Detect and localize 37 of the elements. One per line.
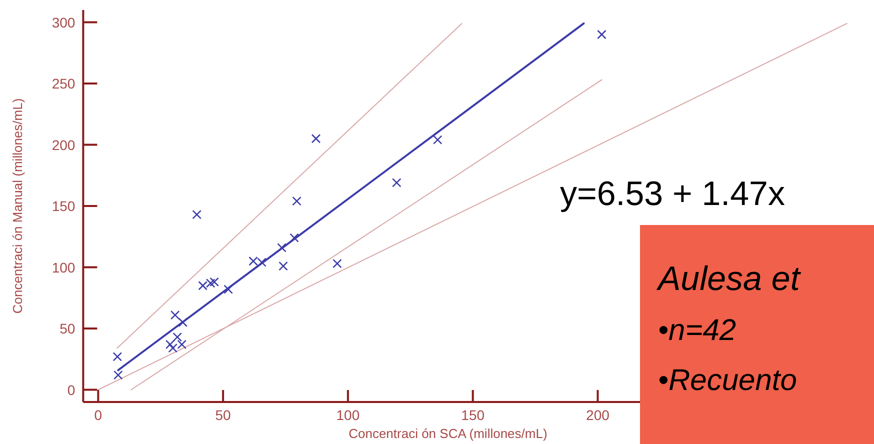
point [224,284,233,294]
point [210,277,219,287]
point [172,332,182,342]
point [178,318,188,328]
x-tick-label: 50 [215,407,232,423]
y-tick-label: 100 [52,259,76,276]
y-tick-label: 300 [52,14,76,30]
annotation: •Recuento [658,364,797,397]
point [168,343,178,353]
point [292,196,302,206]
x-tick-label: 0 [94,407,102,423]
point [177,340,186,350]
x-axis-title: Concentraci ón SCA (millones/mL) [348,426,548,441]
y-tick-label: 0 [67,382,76,398]
annotation: Aulesa et [656,260,802,298]
x-tick-label: 150 [461,407,485,423]
point [332,258,342,268]
point [170,310,180,320]
point [165,340,175,350]
y-tick-label: 50 [60,320,76,336]
x-tick-label: 200 [586,407,610,423]
y-tick-label: 150 [52,198,76,214]
point [311,134,321,144]
point [278,261,288,271]
y-axis-title: Concentraci ón Manual (millones/mL) [10,98,25,314]
point [192,210,202,220]
annotation: y=6.53 + 1.47x [560,175,785,213]
x-tick-label: 100 [336,407,360,423]
annotation: •n=42 [658,314,736,347]
point [432,135,442,144]
point [392,178,402,188]
y-tick-label: 200 [52,136,76,153]
y-tick-label: 250 [52,76,76,92]
point [290,233,299,242]
point [112,352,122,362]
point [597,30,606,40]
point [114,370,123,380]
